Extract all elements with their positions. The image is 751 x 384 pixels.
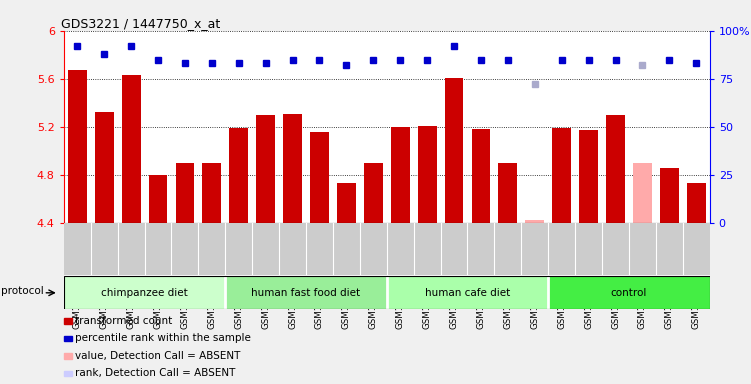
Bar	[176, 163, 195, 223]
Bar	[606, 115, 625, 223]
Bar	[633, 163, 652, 223]
Bar	[472, 129, 490, 223]
Bar	[660, 167, 679, 223]
Bar	[499, 163, 517, 223]
Text: rank, Detection Call = ABSENT: rank, Detection Call = ABSENT	[75, 368, 236, 379]
Bar	[687, 183, 706, 223]
Bar	[68, 70, 86, 223]
Bar	[203, 163, 222, 223]
Bar	[526, 220, 544, 223]
Text: chimpanzee diet: chimpanzee diet	[101, 288, 188, 298]
Bar	[122, 75, 140, 223]
Bar	[418, 126, 436, 223]
Text: protocol: protocol	[2, 286, 44, 296]
Text: control: control	[611, 288, 647, 298]
Bar	[445, 78, 463, 223]
Bar	[256, 115, 275, 223]
Bar	[64, 371, 72, 376]
Bar	[552, 128, 571, 223]
Bar	[391, 127, 409, 223]
Text: human cafe diet: human cafe diet	[425, 288, 510, 298]
Text: percentile rank within the sample: percentile rank within the sample	[75, 333, 252, 344]
Bar	[95, 113, 113, 223]
Bar	[149, 175, 167, 223]
Text: value, Detection Call = ABSENT: value, Detection Call = ABSENT	[75, 351, 241, 361]
Text: GDS3221 / 1447750_x_at: GDS3221 / 1447750_x_at	[61, 17, 220, 30]
Bar	[310, 132, 329, 223]
Text: human fast food diet: human fast food diet	[252, 288, 360, 298]
Bar	[337, 183, 356, 223]
Bar	[64, 336, 72, 341]
Bar	[229, 128, 248, 223]
Text: transformed count: transformed count	[75, 316, 173, 326]
Bar	[64, 353, 72, 359]
Bar	[364, 163, 383, 223]
Bar	[579, 130, 598, 223]
Bar	[283, 114, 302, 223]
Bar	[64, 318, 72, 324]
